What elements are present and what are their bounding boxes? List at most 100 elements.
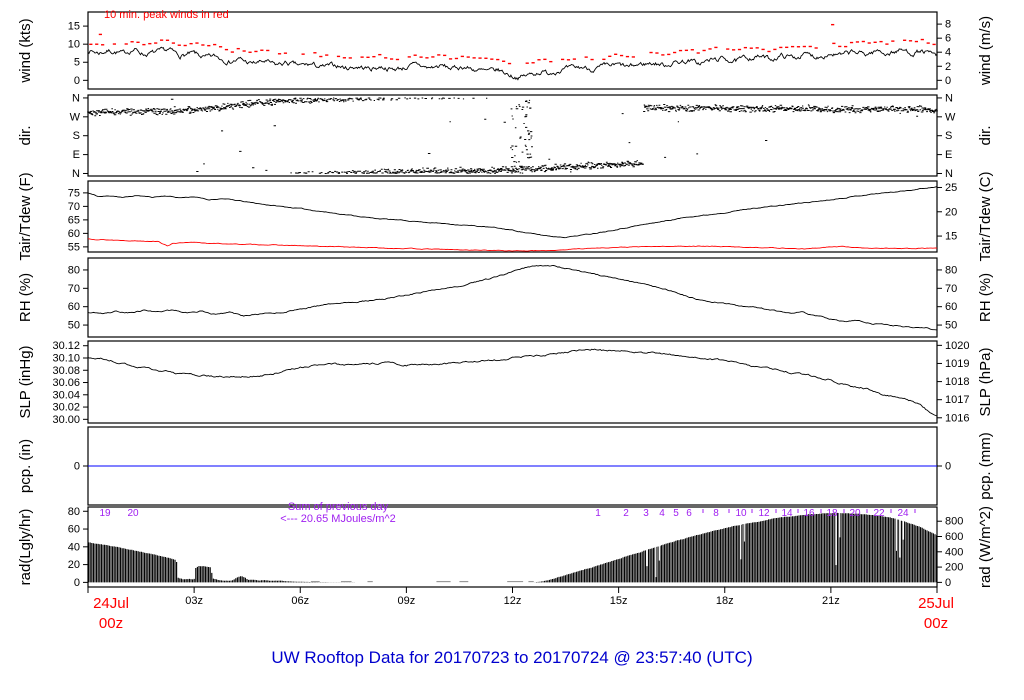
y-tick-label: 0	[74, 577, 80, 589]
y-tick-label: 600	[945, 531, 963, 543]
y-tick-label: 30.10	[52, 352, 80, 364]
y-tick-label: 70	[68, 201, 80, 213]
panel-pcp: 0 0 pcp. (in) pcp. (mm)	[17, 426, 994, 506]
x-tick-label: 09z	[398, 595, 416, 607]
rad-hour-sum-label: 12	[758, 508, 770, 519]
y-tick-label: 0	[74, 75, 80, 87]
axis-title-right-pcp: pcp. (mm)	[977, 432, 994, 500]
rad-hour-sum-label: 5	[673, 508, 679, 519]
axis-title-left-dir: dir.	[17, 125, 34, 145]
x-axis: 03z 06z 09z 12z 15z 18z 21z	[87, 587, 938, 607]
axis-title-right-slp: SLP (hPa)	[977, 348, 994, 417]
rad-hour-sum-label: 8	[713, 508, 719, 519]
y-tick-label: 50	[945, 320, 957, 332]
rad-hour-sum-label: 22	[873, 508, 885, 519]
y-tick-label: 60	[68, 301, 80, 313]
y-tick-label: 80	[68, 264, 80, 276]
y-tick-label: 1019	[945, 358, 969, 370]
y-tick-label: 1020	[945, 340, 969, 352]
x-tick-label: 21z	[822, 595, 840, 607]
x-tick-label: 06z	[291, 595, 309, 607]
y-tick-label: 400	[945, 546, 963, 558]
y-tick-label: 30.02	[52, 402, 80, 414]
y-tick-label: 70	[945, 283, 957, 295]
y-tick-label: N	[72, 92, 80, 104]
y-tick-label: 65	[68, 214, 80, 226]
rad-hour-sum-label: 18	[826, 508, 838, 519]
axis-title-right-rad: rad (W/m^2)	[977, 506, 994, 588]
x-tick-label: 18z	[716, 595, 734, 607]
y-tick-label: 1017	[945, 394, 969, 406]
y-tick-label: E	[73, 149, 80, 161]
y-tick-label: 20	[945, 206, 957, 218]
y-tick-label: 0	[945, 577, 951, 589]
rad-hour-sum-label: 3	[643, 508, 649, 519]
y-tick-label: 60	[68, 524, 80, 536]
axis-title-left-pcp: pcp. (in)	[17, 439, 34, 493]
x-axis-end-hour: 00z	[923, 615, 949, 632]
rad-hour-sum-label: 6	[686, 508, 692, 519]
rad-hour-sum-label: 10	[735, 508, 747, 519]
page-title: UW Rooftop Data for 20170723 to 20170724…	[271, 648, 753, 667]
y-tick-label: E	[945, 149, 952, 161]
wind-peak-annotation: 10 min. peak winds in red	[104, 9, 229, 21]
y-tick-label: N	[72, 168, 80, 180]
y-tick-label: 30.06	[52, 377, 80, 389]
rad-hour-sum-label: 20	[849, 508, 861, 519]
rad-sum-annotation-line1: Sum of previous day	[287, 501, 389, 513]
axis-title-left-rad: rad(Lgly/hr)	[17, 509, 34, 586]
y-tick-label: S	[73, 130, 80, 142]
y-tick-label: S	[945, 130, 952, 142]
x-axis-end-date: 25Jul	[918, 595, 954, 612]
axis-title-left-wind: wind (kts)	[17, 18, 34, 83]
y-tick-label: 200	[945, 562, 963, 574]
y-tick-label: 6	[945, 33, 951, 45]
y-tick-label: 30.08	[52, 365, 80, 377]
axis-title-left-temp: Tair/Tdew (F)	[17, 172, 34, 260]
y-tick-label: W	[70, 111, 81, 123]
axis-title-left-slp: SLP (inHg)	[17, 345, 34, 418]
y-tick-label: 50	[68, 320, 80, 332]
rad-sum-annotation-line2: <--- 20.65 MJoules/m^2	[280, 513, 396, 525]
y-tick-label: 30.00	[52, 414, 80, 426]
y-tick-label: 30.12	[52, 340, 80, 352]
y-tick-label: 800	[945, 516, 963, 528]
x-tick-label: 15z	[610, 595, 628, 607]
x-axis-start-date: 24Jul	[93, 595, 129, 612]
axis-title-right-wind: wind (m/s)	[977, 16, 994, 86]
y-tick-label: N	[945, 168, 953, 180]
y-tick-label: 55	[68, 241, 80, 253]
y-tick-label: 20	[68, 559, 80, 571]
y-tick-label: 15	[945, 231, 957, 243]
y-tick-label: W	[945, 111, 956, 123]
y-tick-label: 75	[68, 187, 80, 199]
rad-hour-sum-label: 19	[99, 508, 111, 519]
y-tick-label: 10	[68, 39, 80, 51]
y-tick-label: 80	[945, 264, 957, 276]
panel-wind: 0 5 10 15 0 2 4 6 8 wind (kts) wind (m/s)	[17, 11, 994, 90]
rad-hour-sum-label: 20	[127, 508, 139, 519]
y-tick-label: 60	[945, 301, 957, 313]
rad-hour-sum-label: 16	[803, 508, 815, 519]
rad-hour-sum-label: 24	[897, 508, 909, 519]
y-tick-label: 70	[68, 283, 80, 295]
axis-title-right-rh: RH (%)	[977, 273, 994, 322]
y-tick-label: 0	[945, 461, 951, 473]
y-tick-label: N	[945, 92, 953, 104]
x-tick-label: 12z	[504, 595, 522, 607]
y-tick-label: 80	[68, 506, 80, 518]
y-tick-label: 1018	[945, 376, 969, 388]
y-tick-label: 15	[68, 21, 80, 33]
y-tick-label: 0	[74, 461, 80, 473]
y-tick-label: 0	[945, 75, 951, 87]
x-tick-label: 03z	[185, 595, 203, 607]
axis-title-right-dir: dir.	[977, 125, 994, 145]
y-tick-label: 5	[74, 57, 80, 69]
y-tick-label: 30.04	[52, 389, 80, 401]
y-tick-label: 60	[68, 228, 80, 240]
panel-rh: 50 60 70 80 50 60 70 80 RH (%) RH (%)	[17, 257, 994, 338]
y-tick-label: 25	[945, 182, 957, 194]
